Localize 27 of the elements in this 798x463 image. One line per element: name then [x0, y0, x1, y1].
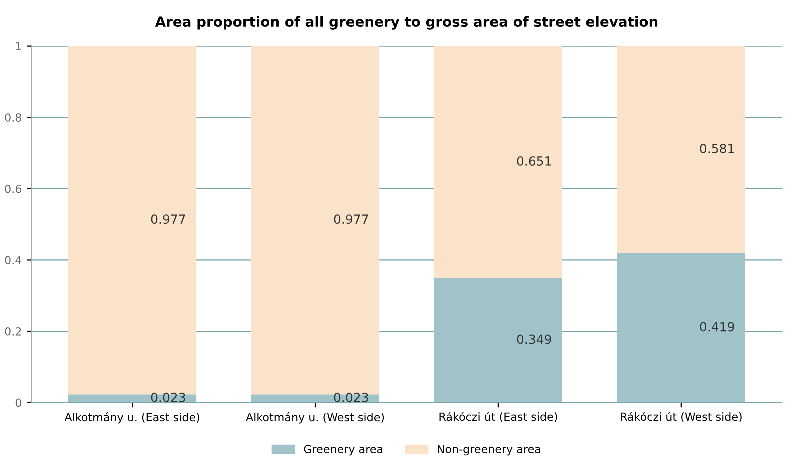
data-label: 0.023	[151, 392, 186, 402]
bar	[617, 253, 746, 403]
y-tick-label: 0.8	[5, 114, 22, 122]
legend-label: Non-greenery area	[438, 445, 540, 456]
y-tick-label: 0.4	[5, 256, 22, 265]
chart-title: Area proportion of all greenery to gross area of street elevation	[155, 16, 658, 30]
y-tick-label: 0.6	[5, 184, 22, 194]
y-tick-label: 1	[16, 42, 22, 51]
x-tick-label: Rákóczi út (East side)	[440, 412, 558, 422]
y-tick-label: 0.2	[5, 327, 22, 336]
bar	[434, 278, 562, 403]
y-tick-label: 0	[16, 398, 22, 408]
data-label: 0.349	[517, 334, 552, 344]
data-label: 0.419	[700, 322, 734, 332]
x-tick-label: Alkotmány u. (West side)	[246, 412, 384, 424]
x-tick-label: Alkotmány u. (East side)	[64, 412, 200, 424]
bar	[251, 394, 380, 403]
legend-label: Greenery area	[304, 445, 383, 456]
data-label: 0.977	[334, 214, 368, 224]
x-tick-label: Rákóczi út (West side)	[621, 412, 742, 422]
data-label: 0.023	[334, 392, 368, 402]
bar	[617, 46, 746, 254]
bar	[434, 46, 562, 278]
data-label: 0.977	[151, 214, 186, 224]
bar	[68, 394, 197, 403]
data-label: 0.581	[700, 144, 734, 154]
data-label: 0.651	[517, 156, 552, 166]
